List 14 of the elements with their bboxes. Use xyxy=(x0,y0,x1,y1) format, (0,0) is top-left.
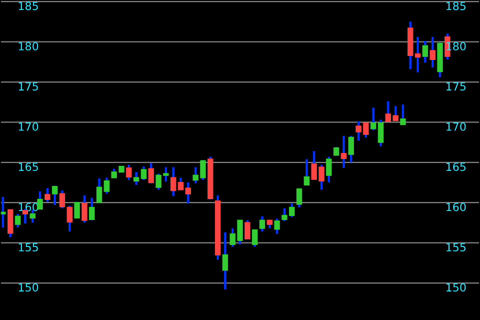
y2-tick-label: 185 xyxy=(446,2,466,10)
y-tick-label: 170 xyxy=(18,122,38,131)
y2-tick-label: 165 xyxy=(446,162,466,172)
y-tick-label: 165 xyxy=(18,162,38,172)
y-tick-label: 155 xyxy=(18,243,38,252)
y2-tick-label: 150 xyxy=(446,283,466,292)
y-tick-label: 185 xyxy=(18,2,38,10)
y-tick-label: 150 xyxy=(18,283,38,292)
y2-tick-label: 160 xyxy=(446,202,466,212)
y2-tick-label: 175 xyxy=(446,82,466,91)
y2-tick-label: 155 xyxy=(446,243,466,252)
y2-tick-label: 170 xyxy=(446,122,466,131)
y-tick-label: 175 xyxy=(18,82,38,91)
y-tick-label: 180 xyxy=(18,42,38,50)
